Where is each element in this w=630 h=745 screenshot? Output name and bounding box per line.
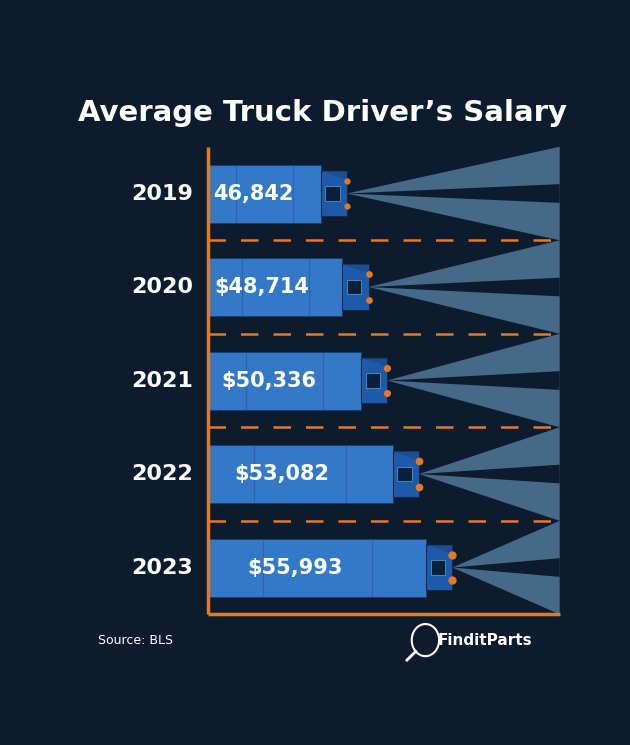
- Polygon shape: [419, 428, 559, 521]
- FancyBboxPatch shape: [325, 186, 340, 200]
- Polygon shape: [392, 451, 419, 460]
- Polygon shape: [321, 171, 347, 180]
- Text: $50,336: $50,336: [222, 370, 317, 390]
- FancyBboxPatch shape: [208, 539, 426, 597]
- FancyBboxPatch shape: [208, 352, 361, 410]
- FancyBboxPatch shape: [426, 545, 452, 590]
- Text: 46,842: 46,842: [213, 183, 294, 203]
- Text: 2020: 2020: [132, 277, 193, 297]
- FancyBboxPatch shape: [208, 445, 392, 503]
- FancyBboxPatch shape: [347, 280, 362, 294]
- Polygon shape: [369, 241, 559, 334]
- Text: $53,082: $53,082: [234, 464, 329, 484]
- Polygon shape: [361, 358, 387, 367]
- Text: FinditParts: FinditParts: [438, 633, 532, 647]
- FancyBboxPatch shape: [392, 451, 419, 497]
- FancyBboxPatch shape: [431, 560, 445, 575]
- Polygon shape: [387, 371, 559, 390]
- FancyBboxPatch shape: [208, 165, 321, 223]
- FancyBboxPatch shape: [365, 373, 380, 387]
- Polygon shape: [342, 264, 369, 273]
- Polygon shape: [452, 521, 559, 615]
- Text: $55,993: $55,993: [248, 557, 343, 577]
- Text: Source: BLS: Source: BLS: [98, 633, 173, 647]
- FancyBboxPatch shape: [208, 258, 342, 316]
- Text: Average Truck Driver’s Salary: Average Truck Driver’s Salary: [78, 100, 568, 127]
- Polygon shape: [419, 465, 559, 484]
- Polygon shape: [347, 147, 559, 241]
- Polygon shape: [369, 278, 559, 297]
- Text: $48,714: $48,714: [214, 277, 309, 297]
- Polygon shape: [387, 334, 559, 428]
- Polygon shape: [452, 558, 559, 577]
- Text: 2019: 2019: [132, 183, 193, 203]
- FancyBboxPatch shape: [398, 467, 412, 481]
- Text: 2023: 2023: [132, 557, 193, 577]
- FancyBboxPatch shape: [321, 171, 347, 216]
- Polygon shape: [347, 184, 559, 203]
- FancyBboxPatch shape: [361, 358, 387, 403]
- Text: 2022: 2022: [132, 464, 193, 484]
- FancyBboxPatch shape: [342, 264, 369, 310]
- Polygon shape: [426, 545, 452, 554]
- Text: 2021: 2021: [132, 370, 193, 390]
